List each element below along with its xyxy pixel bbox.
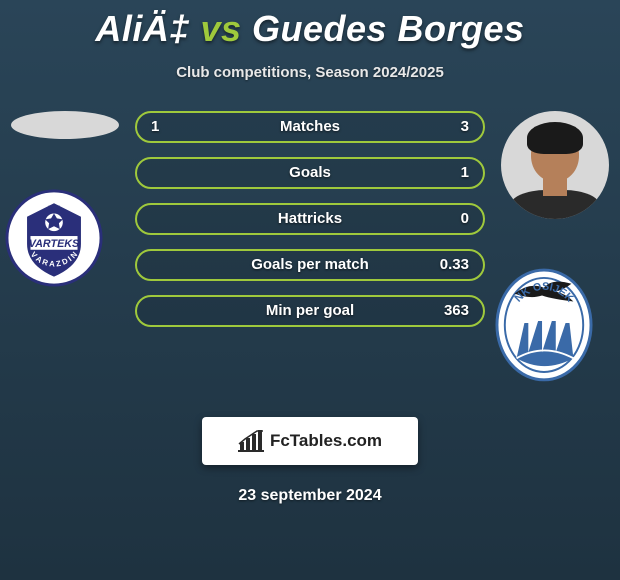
stat-row: Min per goal 363 bbox=[135, 295, 485, 327]
brand-text: FcTables.com bbox=[270, 431, 382, 451]
svg-text:N K: N K bbox=[48, 206, 60, 213]
right-column: NK OSIJEK bbox=[495, 111, 615, 219]
stat-label: Matches bbox=[137, 113, 483, 141]
right-player-photo bbox=[501, 111, 609, 219]
stat-right-value: 3 bbox=[447, 113, 483, 141]
player-right-name: Guedes Borges bbox=[252, 8, 525, 49]
left-player-photo bbox=[11, 111, 119, 139]
brand-chart-icon bbox=[238, 430, 264, 452]
stat-right-value: 0 bbox=[447, 205, 483, 233]
stat-label: Goals bbox=[137, 159, 483, 187]
subtitle: Club competitions, Season 2024/2025 bbox=[0, 64, 620, 81]
stat-row: Hattricks 0 bbox=[135, 203, 485, 235]
comparison-main: VARTEKS N K V A R A Z D I N NK bbox=[0, 111, 620, 381]
stat-row: Goals per match 0.33 bbox=[135, 249, 485, 281]
left-column: VARTEKS N K V A R A Z D I N bbox=[5, 111, 125, 139]
stat-right-value: 363 bbox=[430, 297, 483, 325]
stat-right-value: 0.33 bbox=[426, 251, 483, 279]
date-text: 23 september 2024 bbox=[0, 487, 620, 505]
right-club-badge: NK OSIJEK bbox=[495, 264, 593, 362]
stat-bars: 1 Matches 3 Goals 1 Hattricks 0 Goals pe… bbox=[135, 111, 485, 341]
stat-row: Goals 1 bbox=[135, 157, 485, 189]
svg-text:VARTEKS: VARTEKS bbox=[29, 238, 80, 250]
vs-text: vs bbox=[200, 8, 241, 49]
stat-row: 1 Matches 3 bbox=[135, 111, 485, 143]
player-left-name: AliÄ‡ bbox=[95, 8, 190, 49]
stat-label: Hattricks bbox=[137, 205, 483, 233]
brand-box: FcTables.com bbox=[202, 417, 418, 465]
left-club-badge: VARTEKS N K V A R A Z D I N bbox=[5, 189, 103, 287]
comparison-title: AliÄ‡ vs Guedes Borges bbox=[0, 0, 620, 50]
stat-right-value: 1 bbox=[447, 159, 483, 187]
